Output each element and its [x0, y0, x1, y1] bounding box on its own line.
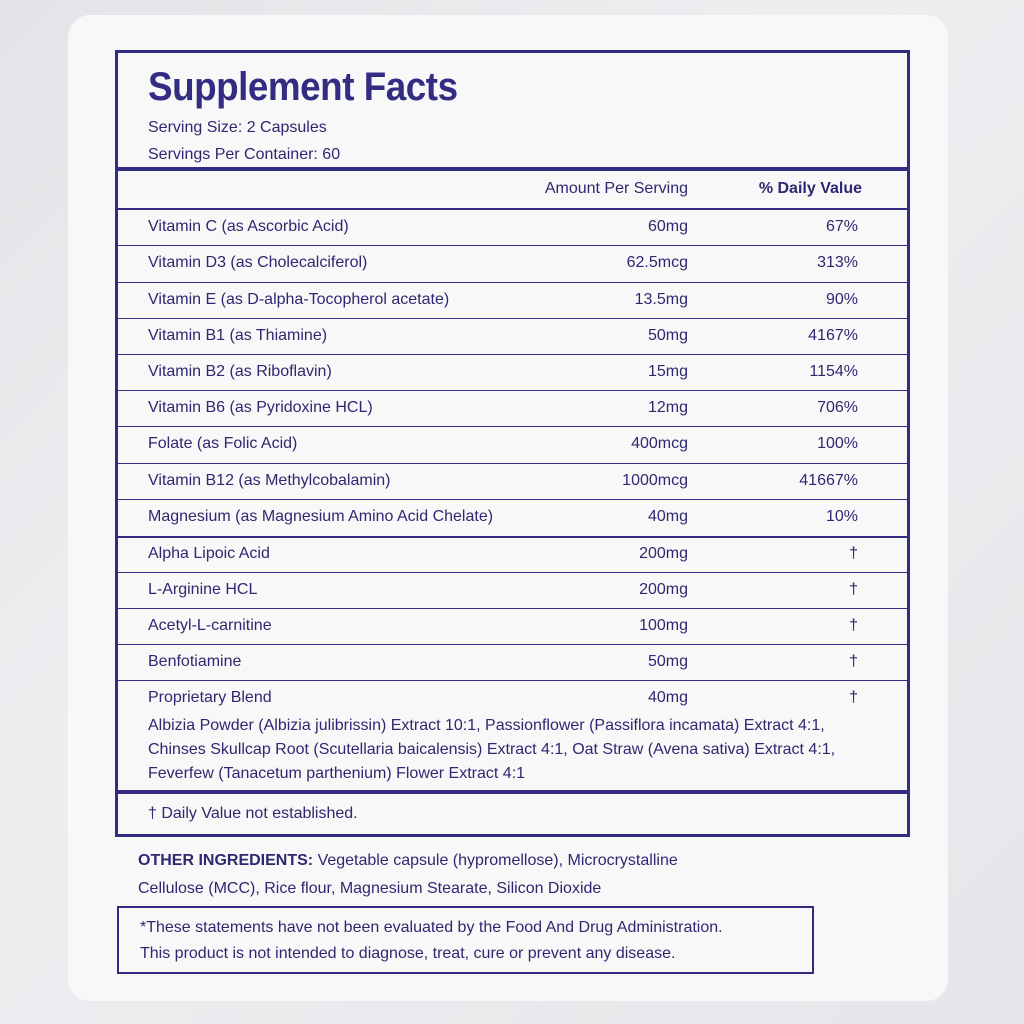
nutrient-name: Acetyl-L-carnitine: [148, 617, 272, 634]
row-divider: [118, 608, 907, 609]
nutrient-name: L-Arginine HCL: [148, 581, 258, 598]
nutrient-amount: 400mcg: [631, 435, 688, 452]
nutrient-row: Alpha Lipoic Acid 200mg †: [118, 537, 907, 573]
row-divider: [118, 354, 907, 355]
header-divider: [118, 208, 907, 210]
nutrient-name: Folate (as Folic Acid): [148, 435, 298, 452]
nutrient-name: Vitamin B2 (as Riboflavin): [148, 363, 332, 380]
nutrient-daily-value: †: [849, 653, 858, 670]
nutrient-name: Magnesium (as Magnesium Amino Acid Chela…: [148, 508, 494, 525]
row-divider: [118, 282, 907, 283]
nutrient-row: L-Arginine HCL 200mg †: [118, 573, 907, 609]
row-divider: [118, 572, 907, 573]
panel-title: Supplement Facts: [148, 65, 458, 109]
row-divider: [118, 318, 907, 319]
nutrient-row: Proprietary Blend 40mg †: [118, 681, 907, 717]
amount-header: Amount Per Serving: [544, 180, 688, 197]
nutrient-row: Acetyl-L-carnitine 100mg †: [118, 609, 907, 645]
nutrient-amount: 1000mcg: [622, 472, 688, 489]
nutrient-amount: 15mg: [647, 363, 688, 380]
nutrient-amount: 40mg: [647, 508, 688, 525]
nutrient-amount: 50mg: [647, 327, 688, 344]
nutrient-daily-value: †: [849, 545, 858, 562]
nutrient-row: Folate (as Folic Acid) 400mcg 100%: [118, 427, 907, 463]
nutrient-daily-value: †: [849, 581, 858, 598]
nutrient-row: Vitamin B1 (as Thiamine) 50mg 4167%: [118, 319, 907, 355]
serving-size: Serving Size: 2 Capsules: [148, 119, 327, 136]
nutrient-name: Vitamin B1 (as Thiamine): [148, 327, 328, 344]
proprietary-blend-ingredients: Albizia Powder (Albizia julibrissin) Ext…: [148, 714, 848, 786]
nutrient-amount: 50mg: [647, 653, 688, 670]
nutrient-daily-value: 10%: [825, 508, 858, 525]
nutrient-daily-value: †: [849, 617, 858, 634]
nutrient-row: Vitamin B6 (as Pyridoxine HCL) 12mg 706%: [118, 391, 907, 427]
nutrient-row: Vitamin C (as Ascorbic Acid) 60mg 67%: [118, 210, 907, 246]
blend-line: Feverfew (Tanacetum parthenium) Flower E…: [148, 765, 526, 782]
row-divider: [118, 426, 907, 427]
disclaimer-line: *These statements have not been evaluate…: [140, 919, 723, 936]
nutrient-name: Vitamin E (as D-alpha-Tocopherol acetate…: [148, 291, 450, 308]
nutrient-daily-value: 41667%: [799, 472, 858, 489]
nutrient-name: Alpha Lipoic Acid: [148, 545, 270, 562]
nutrient-amount: 62.5mcg: [626, 254, 688, 271]
nutrient-daily-value: 313%: [817, 254, 858, 271]
nutrient-row: Vitamin E (as D-alpha-Tocopherol acetate…: [118, 283, 907, 319]
row-divider: [118, 644, 907, 645]
daily-value-header: % Daily Value: [758, 180, 862, 197]
servings-per-container: Servings Per Container: 60: [148, 146, 341, 163]
nutrient-name: Benfotiamine: [148, 653, 242, 670]
row-divider: [118, 463, 907, 464]
nutrient-amount: 200mg: [639, 545, 688, 562]
other-ingredients-label: OTHER INGREDIENTS:: [138, 852, 314, 869]
disclaimer-line: This product is not intended to diagnose…: [140, 945, 676, 962]
nutrient-name: Proprietary Blend: [148, 689, 272, 706]
nutrient-amount: 60mg: [647, 218, 688, 235]
nutrient-amount: 12mg: [647, 399, 688, 416]
nutrient-amount: 200mg: [639, 581, 688, 598]
footnote: † Daily Value not established.: [148, 805, 358, 822]
blend-line: Chinses Skullcap Root (Scutellaria baica…: [148, 741, 836, 758]
nutrient-daily-value: 67%: [825, 218, 858, 235]
nutrient-daily-value: 90%: [825, 291, 858, 308]
nutrient-row: Vitamin B12 (as Methylcobalamin) 1000mcg 4…: [118, 464, 907, 500]
row-divider: [118, 680, 907, 681]
nutrient-name: Vitamin B12 (as Methylcobalamin): [148, 472, 391, 489]
nutrient-row: Benfotiamine 50mg †: [118, 645, 907, 681]
row-divider: [118, 245, 907, 246]
nutrient-daily-value: 706%: [817, 399, 858, 416]
nutrient-amount: 13.5mg: [634, 291, 688, 308]
row-divider: [118, 499, 907, 500]
nutrient-name: Vitamin B6 (as Pyridoxine HCL): [148, 399, 373, 416]
nutrient-name: Vitamin D3 (as Cholecalciferol): [148, 254, 368, 271]
thick-divider: [118, 167, 907, 171]
nutrient-amount: 100mg: [639, 617, 688, 634]
footer-divider: [118, 790, 907, 794]
nutrient-row: Vitamin B2 (as Riboflavin) 15mg 1154%: [118, 355, 907, 391]
other-ingredients-text: Vegetable capsule (hypromellose), Microc…: [138, 852, 678, 897]
nutrient-row: Vitamin D3 (as Cholecalciferol) 62.5mcg 31…: [118, 246, 907, 282]
supplement-facts-panel: Supplement Facts Serving Size: 2 Capsule…: [115, 50, 910, 837]
nutrient-daily-value: 4167%: [808, 327, 858, 344]
nutrient-name: Vitamin C (as Ascorbic Acid): [148, 218, 349, 235]
nutrient-row: Magnesium (as Magnesium Amino Acid Chela…: [118, 500, 907, 536]
nutrient-daily-value: 1154%: [809, 363, 858, 380]
row-divider: [118, 536, 907, 538]
nutrient-amount: 40mg: [647, 689, 688, 706]
other-ingredients: OTHER INGREDIENTS: Vegetable capsule (hy…: [138, 847, 738, 903]
row-divider: [118, 390, 907, 391]
blend-line: Albizia Powder (Albizia julibrissin) Ext…: [148, 717, 825, 734]
nutrient-daily-value: †: [849, 689, 858, 706]
nutrient-daily-value: 100%: [817, 435, 858, 452]
fda-disclaimer: *These statements have not been evaluate…: [117, 906, 814, 974]
